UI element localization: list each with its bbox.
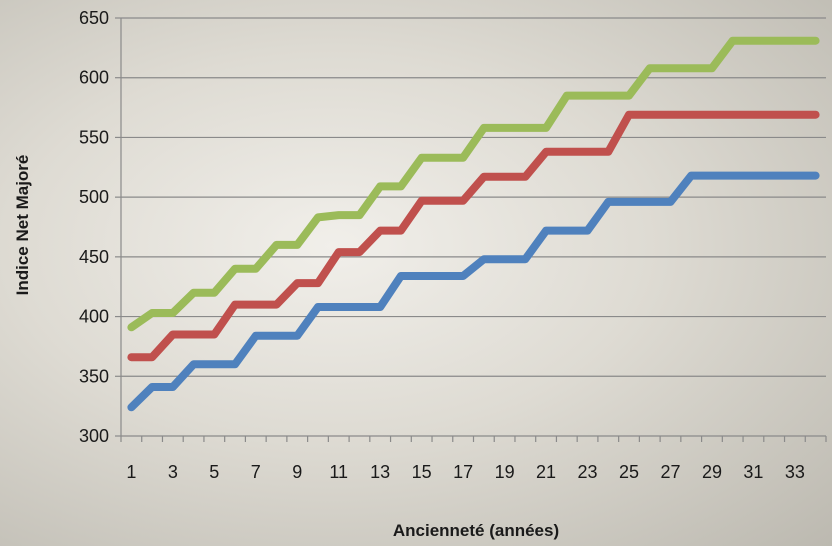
x-tick-label: 3 [168,462,178,482]
axes [115,17,827,442]
x-tick-label: 29 [702,462,722,482]
x-tick-label: 25 [619,462,639,482]
y-tick-label: 500 [79,187,109,207]
x-tick-label: 1 [126,462,136,482]
x-tick-label: 33 [785,462,805,482]
series-lines [127,36,820,412]
y-tick-label: 450 [79,247,109,267]
x-axis-title: Ancienneté (années) [393,521,559,540]
series-line-3 [127,171,820,412]
y-tick-label: 300 [79,426,109,446]
x-tick-label: 9 [292,462,302,482]
x-tick-label: 17 [453,462,473,482]
x-tick-label: 13 [370,462,390,482]
series-line-1 [127,36,820,332]
y-tick-label: 400 [79,307,109,327]
x-tick-label: 15 [412,462,432,482]
y-tick-label: 350 [79,366,109,386]
x-tick-label: 21 [536,462,556,482]
x-tick-label: 23 [578,462,598,482]
x-tick-label: 27 [660,462,680,482]
y-tick-label: 600 [79,68,109,88]
x-tick-label: 7 [251,462,261,482]
y-tick-label: 650 [79,8,109,28]
series-line-2 [127,110,820,362]
x-tick-label: 11 [329,462,348,482]
x-tick-label: 5 [209,462,219,482]
x-tick-label: 31 [743,462,763,482]
x-tick-label: 19 [495,462,515,482]
y-tick-label: 550 [79,127,109,147]
y-axis-title: Indice Net Majoré [13,155,32,296]
